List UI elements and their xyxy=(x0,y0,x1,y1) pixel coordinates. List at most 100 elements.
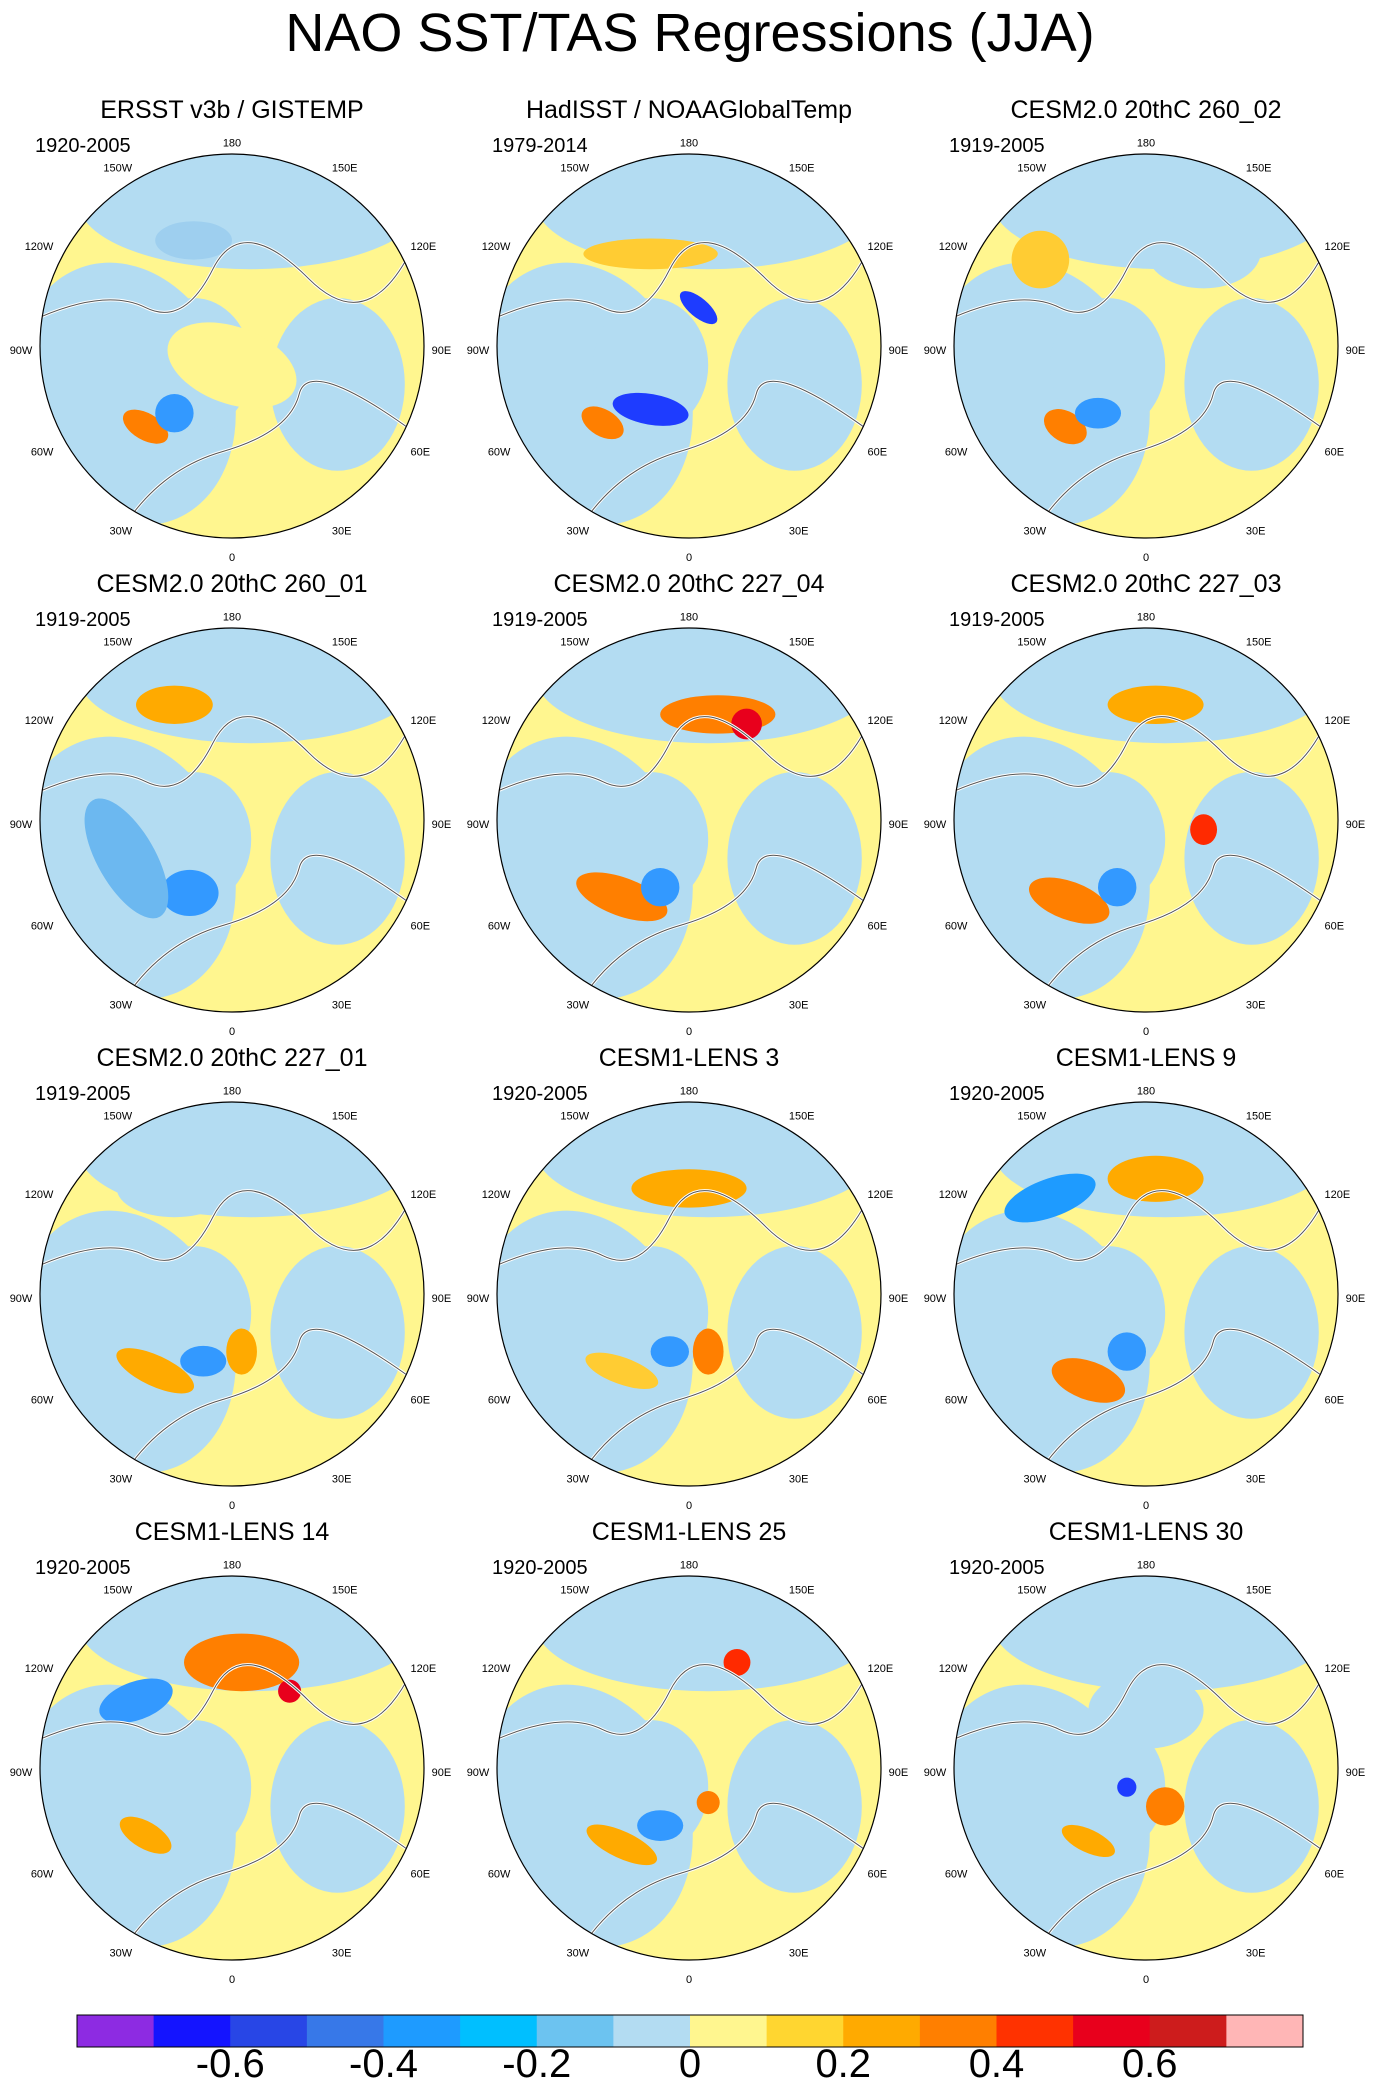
anomaly-blob xyxy=(723,1648,751,1676)
colorbar-swatch xyxy=(153,2015,231,2047)
anomaly-blob xyxy=(116,1159,232,1218)
longitude-label: 30E xyxy=(789,1473,809,1485)
longitude-label: 90W xyxy=(924,1767,947,1779)
coastline xyxy=(1030,380,1329,538)
longitude-label: 180 xyxy=(680,611,698,623)
longitude-label: 150W xyxy=(103,162,132,174)
map-border xyxy=(953,627,1339,1013)
coastline xyxy=(40,1643,424,1740)
coastline xyxy=(573,1328,872,1486)
coastline xyxy=(497,695,881,792)
longitude-label: 0 xyxy=(686,1026,692,1038)
coastline xyxy=(1030,854,1329,1012)
colorbar-swatch xyxy=(536,2015,614,2047)
map-field xyxy=(497,628,881,1012)
arctic-region xyxy=(1050,298,1166,433)
longitude-label: 60W xyxy=(488,921,511,933)
colorbar-swatch xyxy=(766,2015,844,2047)
colorbar-label: 0.6 xyxy=(1122,2042,1178,2086)
longitude-label: 180 xyxy=(1137,1085,1155,1097)
coastline xyxy=(40,1169,424,1266)
longitude-label: 90W xyxy=(924,345,947,357)
anomaly-blob xyxy=(116,1348,195,1394)
panel-period: 1919-2005 xyxy=(949,135,1045,157)
panel-period: 1920-2005 xyxy=(492,1557,588,1579)
map-border xyxy=(39,153,425,539)
longitude-label: 60E xyxy=(868,921,888,933)
longitude-label: 30W xyxy=(567,999,590,1011)
longitude-label: 60W xyxy=(945,447,968,459)
longitude-label: 120W xyxy=(482,1663,511,1675)
longitude-label: 60E xyxy=(411,921,431,933)
longitude-label: 120W xyxy=(25,1663,54,1675)
colorbar-swatch xyxy=(230,2015,308,2047)
anomaly-blob xyxy=(585,1352,659,1390)
longitude-label: 120W xyxy=(939,1663,968,1675)
longitude-label: 30W xyxy=(110,1473,133,1485)
land-region xyxy=(1184,1246,1319,1419)
map-border xyxy=(953,153,1339,539)
longitude-label: 150W xyxy=(1017,1110,1046,1122)
panel-period: 1979-2014 xyxy=(492,135,588,157)
longitude-label: 30W xyxy=(567,1947,590,1959)
longitude-label: 180 xyxy=(1137,137,1155,149)
longitude-label: 60W xyxy=(945,1395,968,1407)
longitude-label: 90E xyxy=(432,345,452,357)
map-field xyxy=(497,154,881,538)
coastline xyxy=(497,1643,881,1740)
coastline xyxy=(497,221,881,318)
map-field xyxy=(954,154,1338,538)
colorbar-swatch xyxy=(1073,2015,1151,2047)
land-region xyxy=(270,1246,405,1419)
land-region xyxy=(727,1720,862,1893)
panel-title: CESM2.0 20thC 227_04 xyxy=(553,570,824,598)
panel-period: 1920-2005 xyxy=(35,135,131,157)
map-border xyxy=(39,627,425,1013)
longitude-label: 150E xyxy=(1246,1584,1272,1596)
longitude-label: 30E xyxy=(789,1947,809,1959)
map-field xyxy=(497,1576,881,1960)
longitude-label: 30E xyxy=(332,525,352,537)
colorbar-label: -0.2 xyxy=(502,2042,571,2086)
arctic-region xyxy=(136,1720,252,1855)
longitude-label: 30W xyxy=(110,525,133,537)
panel-period: 1919-2005 xyxy=(35,1083,131,1105)
panel-period: 1919-2005 xyxy=(949,609,1045,631)
longitude-label: 60W xyxy=(31,1395,54,1407)
longitude-label: 60E xyxy=(868,447,888,459)
coastline xyxy=(1030,1328,1329,1486)
colorbar-swatch xyxy=(996,2015,1074,2047)
longitude-label: 180 xyxy=(1137,1559,1155,1571)
longitude-label: 180 xyxy=(680,1085,698,1097)
panel-title: CESM1-LENS 9 xyxy=(1056,1044,1237,1072)
longitude-label: 120W xyxy=(939,241,968,253)
map-field xyxy=(40,1102,424,1486)
anomaly-blob xyxy=(1011,230,1070,289)
anomaly-blob xyxy=(1146,1787,1185,1826)
longitude-label: 120W xyxy=(25,715,54,727)
longitude-label: 150E xyxy=(332,636,358,648)
anomaly-blob xyxy=(637,1810,684,1841)
longitude-label: 120E xyxy=(411,1663,437,1675)
longitude-label: 120E xyxy=(868,1663,894,1675)
longitude-label: 90E xyxy=(1346,1293,1366,1305)
colorbar-swatch xyxy=(690,2015,768,2047)
anomaly-blob xyxy=(160,869,219,917)
land-region xyxy=(727,1246,862,1419)
longitude-label: 90W xyxy=(467,1293,490,1305)
longitude-label: 0 xyxy=(1143,1026,1149,1038)
anomaly-blob xyxy=(1098,868,1137,907)
longitude-label: 120E xyxy=(868,241,894,253)
colorbar-swatch xyxy=(843,2015,921,2047)
longitude-label: 180 xyxy=(680,1559,698,1571)
colorbar-label: -0.4 xyxy=(349,2042,418,2086)
longitude-label: 150E xyxy=(1246,1110,1272,1122)
longitude-label: 150W xyxy=(560,162,589,174)
longitude-label: 60E xyxy=(868,1869,888,1881)
map-field xyxy=(40,628,424,1012)
map-field xyxy=(497,1102,881,1486)
anomaly-blob xyxy=(586,1824,658,1866)
longitude-label: 30W xyxy=(567,1473,590,1485)
map-border xyxy=(496,1575,882,1961)
longitude-label: 90W xyxy=(467,819,490,831)
